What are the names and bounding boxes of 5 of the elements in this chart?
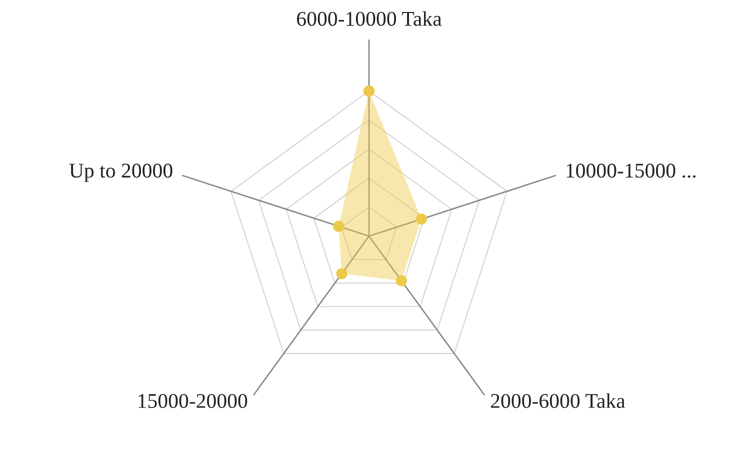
spoke-label: 6000-10000 Taka (297, 11, 442, 26)
spoke-label: Up to 20000 (69, 164, 172, 182)
spoke-label: 2000-6000 Taka (491, 393, 626, 408)
spoke-label: 10000-15000 ... (566, 164, 696, 178)
spoke-label: 15000-20000 (138, 394, 248, 408)
